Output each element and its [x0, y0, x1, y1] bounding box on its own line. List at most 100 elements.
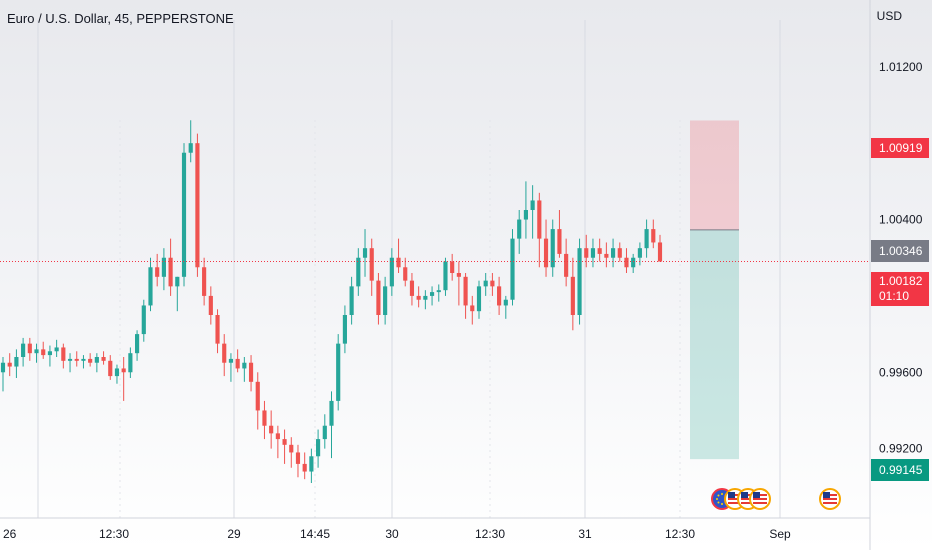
candle-body — [429, 292, 435, 296]
candle-body — [631, 257, 636, 268]
price-tick-label: 1.01200 — [879, 60, 923, 74]
candle-body — [248, 362, 254, 382]
candle-body — [550, 229, 555, 268]
candle-body — [463, 276, 468, 306]
candle-body — [235, 358, 240, 369]
candle-body — [657, 242, 663, 262]
candle-body — [617, 248, 622, 258]
candle-body — [362, 248, 368, 258]
candle-body — [423, 295, 428, 300]
candle-body — [67, 358, 73, 361]
candle-body — [383, 286, 388, 315]
candle-body — [597, 248, 602, 254]
us-flag-icon[interactable] — [749, 488, 771, 510]
price-tick-label: 1.00400 — [879, 213, 923, 227]
last-price-value: 1.00182 — [879, 274, 923, 288]
candle-body — [175, 276, 180, 287]
candle-body — [148, 267, 153, 306]
candle-body — [543, 238, 549, 268]
candle-body — [195, 143, 200, 268]
candle-body — [577, 248, 582, 315]
us-flag-icon[interactable] — [819, 488, 841, 510]
candle-body — [215, 315, 220, 344]
candle-body — [61, 347, 66, 361]
candle-body — [7, 362, 12, 367]
take-profit-zone — [690, 229, 739, 460]
entry-price-badge: 1.00346 — [871, 240, 929, 262]
candle-body — [590, 248, 596, 258]
candle-body — [262, 410, 267, 426]
candle-body — [342, 315, 347, 344]
candle-body — [269, 425, 274, 434]
price-tick-label: 0.99200 — [879, 442, 923, 456]
candle-body — [316, 439, 321, 457]
candle-body — [456, 273, 461, 277]
candle-body — [81, 358, 86, 361]
candle-body — [349, 286, 354, 315]
candle-body — [490, 280, 495, 287]
candle-body — [155, 267, 160, 277]
time-tick-label: Sep — [769, 527, 791, 541]
candle-body — [436, 290, 441, 293]
last-price-badge: 1.00182 01:10 — [871, 272, 929, 306]
candle-body — [181, 152, 187, 277]
candle-body — [222, 343, 227, 363]
candle-body — [41, 349, 46, 356]
currency-label: USD — [876, 9, 902, 23]
time-tick-label: 29 — [227, 527, 241, 541]
candle-body — [637, 248, 642, 258]
candle-body — [476, 286, 482, 312]
candle-body — [295, 452, 301, 464]
candle-body — [255, 381, 260, 411]
candle-countdown: 01:10 — [879, 289, 910, 303]
candle-body — [289, 444, 294, 453]
candle-body — [443, 261, 448, 291]
candle-body — [168, 257, 173, 287]
candle-body — [302, 463, 307, 472]
candle-body — [416, 295, 421, 300]
time-tick-label: 26 — [3, 527, 17, 541]
candle-body — [114, 368, 120, 377]
candle-body — [161, 257, 166, 277]
time-tick-label: 12:30 — [665, 527, 695, 541]
candle-body — [604, 253, 609, 258]
candle-body — [523, 210, 528, 220]
candle-body — [282, 439, 287, 445]
time-tick-label: 30 — [385, 527, 399, 541]
candle-body — [309, 456, 314, 472]
candle-body — [242, 362, 247, 369]
candle-body — [537, 200, 542, 239]
candle-body — [570, 276, 575, 315]
candle-body — [47, 351, 53, 356]
candle-body — [208, 295, 213, 315]
price-tick-label: 0.99600 — [879, 365, 923, 379]
candle-body — [564, 253, 569, 277]
candle-body — [530, 200, 535, 210]
candle-body — [34, 349, 39, 354]
candle-body — [141, 305, 146, 335]
candle-body — [584, 248, 589, 258]
time-tick-label: 12:30 — [475, 527, 505, 541]
candle-body — [624, 257, 629, 268]
target-price-badge: 0.99145 — [871, 459, 929, 481]
candle-body — [369, 248, 374, 281]
chart-title: Euro / U.S. Dollar, 45, PEPPERSTONE — [7, 11, 234, 26]
candle-body — [88, 358, 93, 363]
candle-body — [470, 305, 475, 312]
candle-body — [510, 238, 515, 300]
candle-body — [101, 357, 106, 361]
candle-body — [202, 267, 207, 296]
candle-body — [275, 433, 280, 440]
candle-body — [651, 229, 656, 243]
candle-body — [54, 347, 59, 352]
candle-body — [503, 299, 508, 306]
candle-body — [14, 357, 19, 367]
candle-body — [644, 229, 649, 249]
stop-loss-zone — [690, 120, 739, 230]
time-tick-label: 31 — [578, 527, 592, 541]
candle-body — [336, 343, 341, 401]
candle-body — [74, 358, 79, 361]
candle-body — [376, 280, 381, 315]
candle-body — [135, 334, 140, 354]
